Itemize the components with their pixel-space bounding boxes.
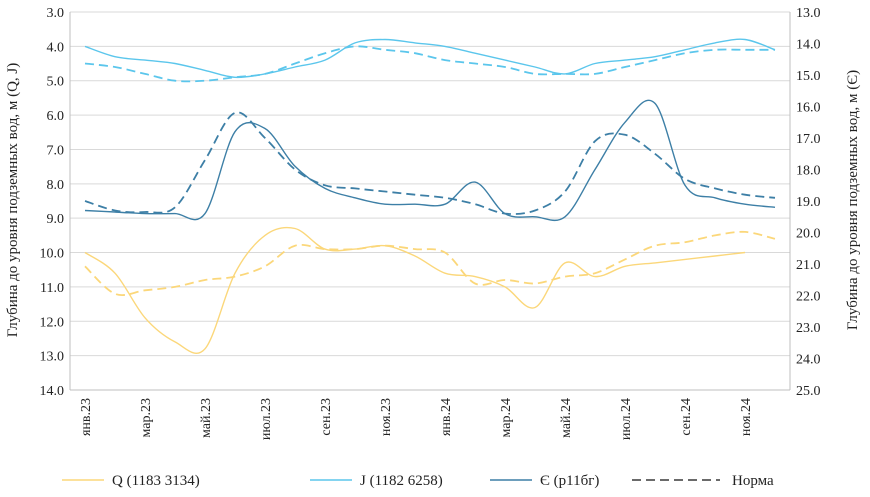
right-axis-ticks: 13.0 14.0 15.0 16.0 17.0 18.0 19.0 20.0 21.0 22.0… [796,6,821,399]
legend-label: Є (р11бг) [540,473,599,489]
left-axis-ticks: 3.0 4.0 5.0 6.0 7.0 8.0 9.0 10.0 11.0 12.0 13.0 14.… [40,6,65,399]
x-tick-label: май.23 [199,398,214,438]
series-line-4-norm [84,45,775,83]
axes [69,12,791,391]
legend: Q (1183 3134) J (1182 6258) Є (р11бг) Норма [62,473,774,489]
x-tick-label: июл.24 [619,398,634,440]
right-tick-label: 13.0 [796,6,821,21]
x-tick-label: май.24 [559,398,574,438]
x-tick-label: сен.23 [319,398,334,436]
x-tick-label: сен.24 [679,398,694,436]
x-tick-label: июл.23 [259,398,274,440]
left-tick-label: 6.0 [47,109,65,124]
right-tick-label: 15.0 [796,69,821,84]
x-tick-label: янв.23 [79,398,94,436]
series-line-5 [84,99,776,222]
series-lines [84,38,776,354]
gridlines [70,11,790,391]
right-tick-label: 22.0 [796,290,821,305]
series-line-2-norm [84,230,776,297]
left-tick-label: 9.0 [47,212,65,227]
x-axis-ticks: янв.23 мар.23 май.23 июл.23 сен.23 ноя.23 янв.… [79,398,754,440]
right-tick-label: 18.0 [796,164,821,179]
right-tick-label: 23.0 [796,321,821,336]
x-tick-label: ноя.23 [379,398,394,436]
left-tick-label: 4.0 [47,40,65,55]
left-tick-label: 14.0 [40,384,65,399]
x-tick-label: ноя.24 [739,398,754,436]
legend-label: Q (1183 3134) [112,473,200,489]
x-tick-label: мар.23 [139,398,154,437]
right-tick-label: 24.0 [796,353,821,368]
series-line-6-norm [84,111,776,215]
right-tick-label: 19.0 [796,195,821,210]
left-tick-label: 7.0 [47,143,65,158]
legend-label: Норма [732,473,774,489]
right-tick-label: 21.0 [796,258,821,273]
right-tick-label: 20.0 [796,227,821,242]
right-tick-label: 17.0 [796,132,821,147]
left-tick-label: 5.0 [47,75,65,90]
right-axis-title: Глубина до уровня подземных вод, м (Є) [845,70,861,330]
right-tick-label: 25.0 [796,384,821,399]
x-tick-label: мар.24 [499,398,514,437]
right-tick-label: 14.0 [796,38,821,53]
right-tick-label: 16.0 [796,101,821,116]
x-tick-label: янв.24 [439,398,454,436]
legend-label: J (1182 6258) [360,473,443,489]
left-tick-label: 13.0 [40,350,65,365]
left-tick-label: 11.0 [40,281,64,296]
left-tick-label: 12.0 [40,315,65,330]
left-axis-title: Глубина до уровня подземных вод, м (Q, J… [5,63,21,338]
left-tick-label: 8.0 [47,178,65,193]
left-tick-label: 10.0 [40,247,65,262]
left-tick-label: 3.0 [47,6,65,21]
series-line-1 [84,226,746,354]
series-line-3 [84,38,776,79]
